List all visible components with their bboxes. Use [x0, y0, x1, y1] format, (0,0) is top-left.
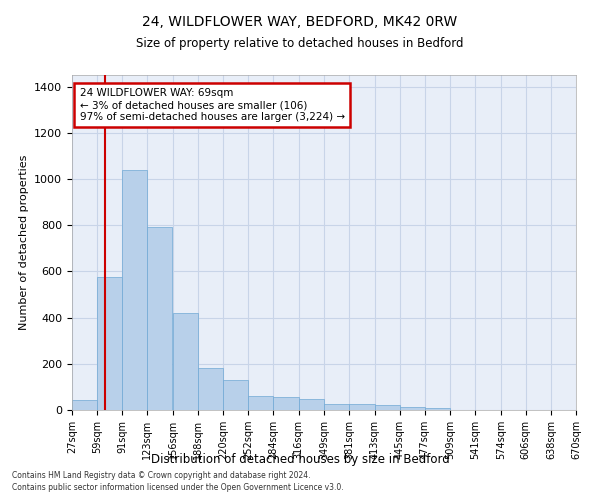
- Bar: [72, 400, 97, 410]
- Bar: [248, 396, 274, 410]
- Text: Distribution of detached houses by size in Bedford: Distribution of detached houses by size …: [151, 452, 449, 466]
- Bar: [122, 170, 147, 410]
- Bar: [374, 406, 400, 410]
- Bar: [349, 404, 374, 410]
- Text: Size of property relative to detached houses in Bedford: Size of property relative to detached ho…: [136, 38, 464, 51]
- Bar: [400, 406, 425, 410]
- Text: 24, WILDFLOWER WAY, BEDFORD, MK42 0RW: 24, WILDFLOWER WAY, BEDFORD, MK42 0RW: [142, 15, 458, 29]
- Bar: [223, 380, 248, 410]
- Text: Contains public sector information licensed under the Open Government Licence v3: Contains public sector information licen…: [12, 483, 344, 492]
- Bar: [274, 398, 299, 410]
- Bar: [173, 313, 198, 410]
- Bar: [325, 404, 349, 410]
- Bar: [97, 277, 122, 410]
- Bar: [198, 368, 223, 410]
- Text: 24 WILDFLOWER WAY: 69sqm
← 3% of detached houses are smaller (106)
97% of semi-d: 24 WILDFLOWER WAY: 69sqm ← 3% of detache…: [80, 88, 344, 122]
- Y-axis label: Number of detached properties: Number of detached properties: [19, 155, 29, 330]
- Bar: [147, 228, 172, 410]
- Text: Contains HM Land Registry data © Crown copyright and database right 2024.: Contains HM Land Registry data © Crown c…: [12, 470, 311, 480]
- Bar: [425, 408, 450, 410]
- Bar: [299, 399, 323, 410]
